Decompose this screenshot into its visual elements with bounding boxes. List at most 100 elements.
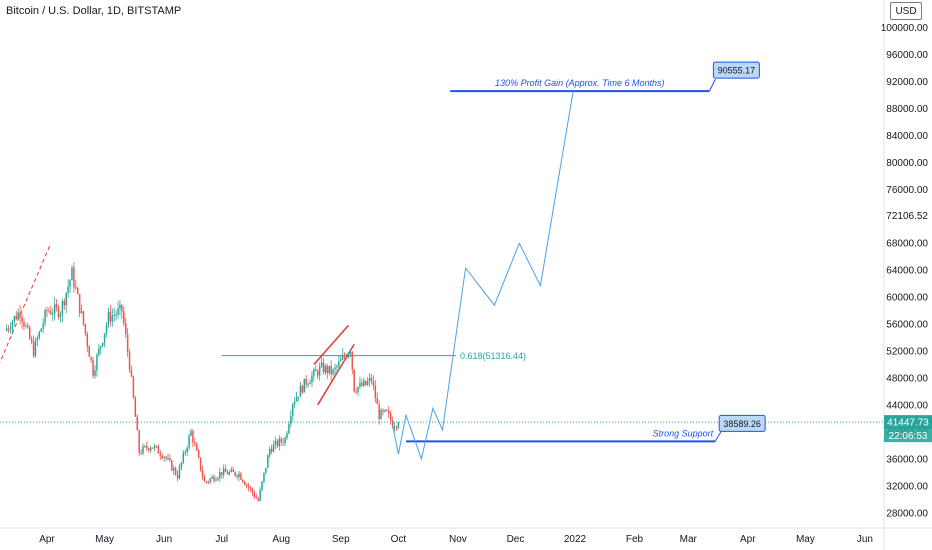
candle-body — [149, 447, 152, 451]
candle-body — [80, 311, 83, 313]
y-axis: 28000.0032000.0036000.0040000.0044000.00… — [881, 0, 932, 550]
support-label: Strong Support — [653, 428, 714, 438]
candle-body — [163, 456, 165, 459]
candle-body — [395, 426, 398, 428]
candle-body — [328, 365, 330, 374]
x-tick-label: May — [796, 534, 815, 545]
candle-body — [361, 382, 363, 386]
candle-body — [171, 460, 173, 471]
candle-body — [355, 391, 357, 393]
early-trendline — [0, 242, 52, 364]
candle-body — [224, 468, 227, 473]
candle-body — [17, 312, 19, 320]
candle-body — [67, 286, 69, 293]
target-badge-pointer — [708, 78, 716, 92]
target-label: 130% Profit Gain (Approx. Time 6 Months) — [495, 78, 665, 88]
candle-body — [297, 396, 300, 398]
candle-body — [343, 355, 346, 357]
candle-body — [368, 377, 371, 382]
y-tick-label: 96000.00 — [886, 50, 928, 61]
candle-body — [42, 323, 44, 329]
target-badge-text: 90555.17 — [718, 66, 756, 76]
support-badge-pointer — [714, 431, 722, 442]
x-tick-label: Jun — [857, 534, 873, 545]
candle-body — [364, 380, 367, 385]
candle-body — [205, 481, 208, 483]
candle-body — [123, 311, 125, 324]
candle-body — [259, 489, 261, 501]
candle-body — [316, 371, 319, 376]
candle-body — [140, 453, 142, 455]
candle-body — [36, 338, 39, 341]
candle-body — [313, 369, 315, 376]
x-tick-label: 2022 — [564, 534, 587, 545]
candle-body — [236, 475, 238, 478]
candle-body — [178, 467, 181, 479]
chart-title: Bitcoin / U.S. Dollar, 1D, BITSTAMP — [6, 5, 182, 17]
x-tick-label: Mar — [680, 534, 698, 545]
candle-body — [270, 448, 273, 452]
candle-body — [251, 488, 254, 493]
candle-body — [63, 301, 66, 306]
candle-body — [52, 313, 54, 315]
candle-body — [397, 422, 400, 428]
candle-body — [19, 312, 21, 317]
candle-body — [197, 450, 200, 458]
candle-body — [7, 328, 10, 330]
candle-body — [382, 409, 384, 412]
candle-body — [295, 396, 298, 402]
candle-body — [209, 478, 211, 482]
candle-body — [220, 472, 223, 476]
candle-body — [151, 447, 154, 449]
candle-body — [184, 452, 186, 454]
candle-body — [299, 385, 302, 397]
candle-body — [240, 473, 242, 480]
candle-body — [21, 316, 23, 322]
candle-body — [50, 311, 52, 315]
candle-body — [363, 380, 365, 386]
currency-badge[interactable]: USD — [890, 2, 922, 20]
candle-body — [40, 328, 42, 332]
candle-body — [232, 469, 234, 472]
candle-body — [207, 481, 210, 483]
candle-body — [370, 377, 373, 381]
candle-body — [215, 479, 217, 481]
support-badge[interactable] — [718, 414, 766, 432]
y-tick-label: 88000.00 — [886, 104, 928, 115]
candle-body — [105, 324, 108, 334]
candle-body — [28, 327, 31, 339]
candle-body — [320, 362, 323, 367]
candle-body — [142, 446, 144, 454]
candle-body — [245, 484, 248, 486]
x-tick-label: Feb — [626, 534, 644, 545]
candle-body — [268, 448, 271, 456]
x-tick-label: Aug — [272, 534, 290, 545]
bar-countdown: 22:06:53 — [889, 431, 928, 442]
candle-body — [247, 485, 250, 488]
candle-body — [293, 401, 296, 405]
channel-line[interactable] — [313, 324, 350, 365]
candle-body — [345, 356, 348, 358]
candle-body — [98, 348, 100, 355]
candle-body — [194, 442, 196, 445]
candle-body — [384, 409, 386, 412]
candle-body — [311, 375, 313, 383]
candle-body — [172, 468, 175, 471]
candle-body — [242, 479, 244, 482]
target-badge[interactable] — [712, 61, 760, 79]
candle-body — [324, 365, 327, 373]
candle-body — [159, 453, 162, 456]
candle-body — [386, 409, 388, 411]
candle-body — [157, 446, 160, 454]
candle-body — [13, 316, 16, 322]
candle-body — [322, 362, 325, 373]
candle-body — [100, 346, 102, 349]
candle-body — [199, 457, 202, 471]
candle-body — [336, 366, 338, 368]
candle-body — [96, 354, 98, 371]
candle-body — [267, 455, 269, 468]
candle-body — [107, 311, 110, 325]
candle-body — [276, 440, 279, 447]
projection-line[interactable] — [392, 91, 574, 461]
